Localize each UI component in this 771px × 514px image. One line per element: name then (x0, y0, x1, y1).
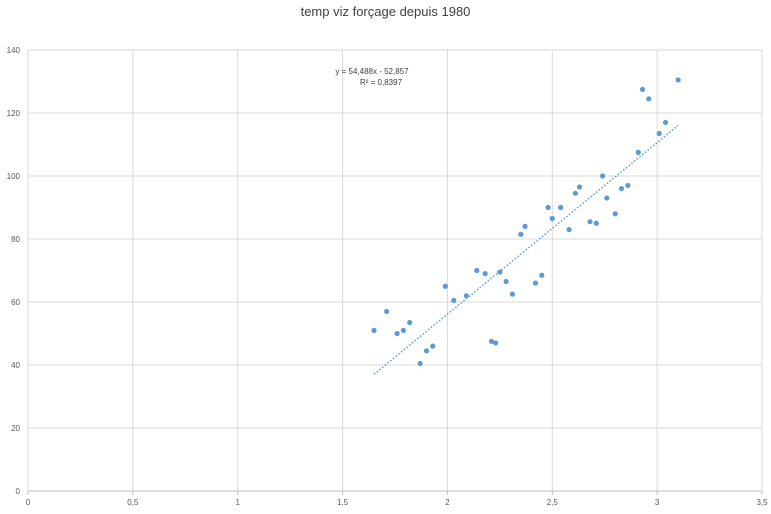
data-point (522, 223, 528, 229)
data-point (497, 269, 503, 275)
chart-title: temp viz forçage depuis 1980 (300, 4, 471, 19)
data-point (451, 297, 457, 304)
data-point (371, 327, 377, 333)
trendline (373, 124, 679, 375)
y-tick-label: 140 (7, 46, 21, 55)
data-point (400, 327, 406, 333)
data-point (675, 77, 681, 83)
data-point (545, 204, 551, 211)
data-point (639, 86, 646, 92)
data-point (587, 219, 593, 225)
data-point (539, 272, 545, 278)
data-point (384, 308, 390, 315)
data-point (566, 226, 572, 233)
data-point (635, 149, 641, 155)
data-point (474, 267, 480, 274)
y-tick-label: 100 (7, 172, 21, 181)
y-tick-label: 120 (7, 109, 21, 118)
data-point (509, 291, 516, 297)
y-tick-label: 0 (16, 487, 21, 496)
y-tick-label: 60 (11, 298, 20, 307)
data-point (503, 278, 509, 285)
data-point (662, 119, 669, 126)
x-tick-label: 0 (26, 498, 31, 507)
data-point (572, 190, 578, 196)
data-point (463, 293, 469, 299)
x-tick-label: 2,5 (547, 498, 559, 507)
data-point (417, 360, 423, 367)
data-point (593, 220, 599, 226)
data-point (612, 211, 618, 217)
data-point (625, 182, 631, 189)
data-point (604, 195, 610, 201)
y-tick-label: 40 (11, 361, 20, 370)
trendline-equation: y = 54,488x - 52,857 (335, 67, 409, 76)
x-tick-label: 1 (235, 498, 240, 507)
data-point (493, 340, 499, 346)
x-tick-label: 3,5 (756, 498, 768, 507)
data-point (518, 231, 524, 237)
data-point (430, 343, 436, 349)
data-point (576, 184, 583, 190)
data-point (482, 271, 488, 277)
data-point (532, 280, 539, 286)
data-point (442, 283, 448, 289)
data-point (558, 204, 564, 211)
x-tick-label: 2 (445, 498, 450, 507)
data-point (394, 330, 400, 337)
trendline-r-squared: R² = 0,8397 (360, 78, 403, 87)
x-tick-label: 0,5 (127, 498, 139, 507)
data-point (423, 348, 430, 354)
data-point (600, 173, 606, 179)
y-tick-label: 80 (11, 235, 20, 244)
data-point (646, 96, 652, 102)
data-point (407, 319, 413, 326)
y-tick-label: 20 (11, 424, 20, 433)
x-tick-label: 1,5 (337, 498, 349, 507)
data-point (488, 338, 495, 344)
x-tick-label: 3 (655, 498, 660, 507)
data-point (549, 215, 555, 222)
data-point (618, 186, 625, 192)
data-point (656, 130, 662, 137)
